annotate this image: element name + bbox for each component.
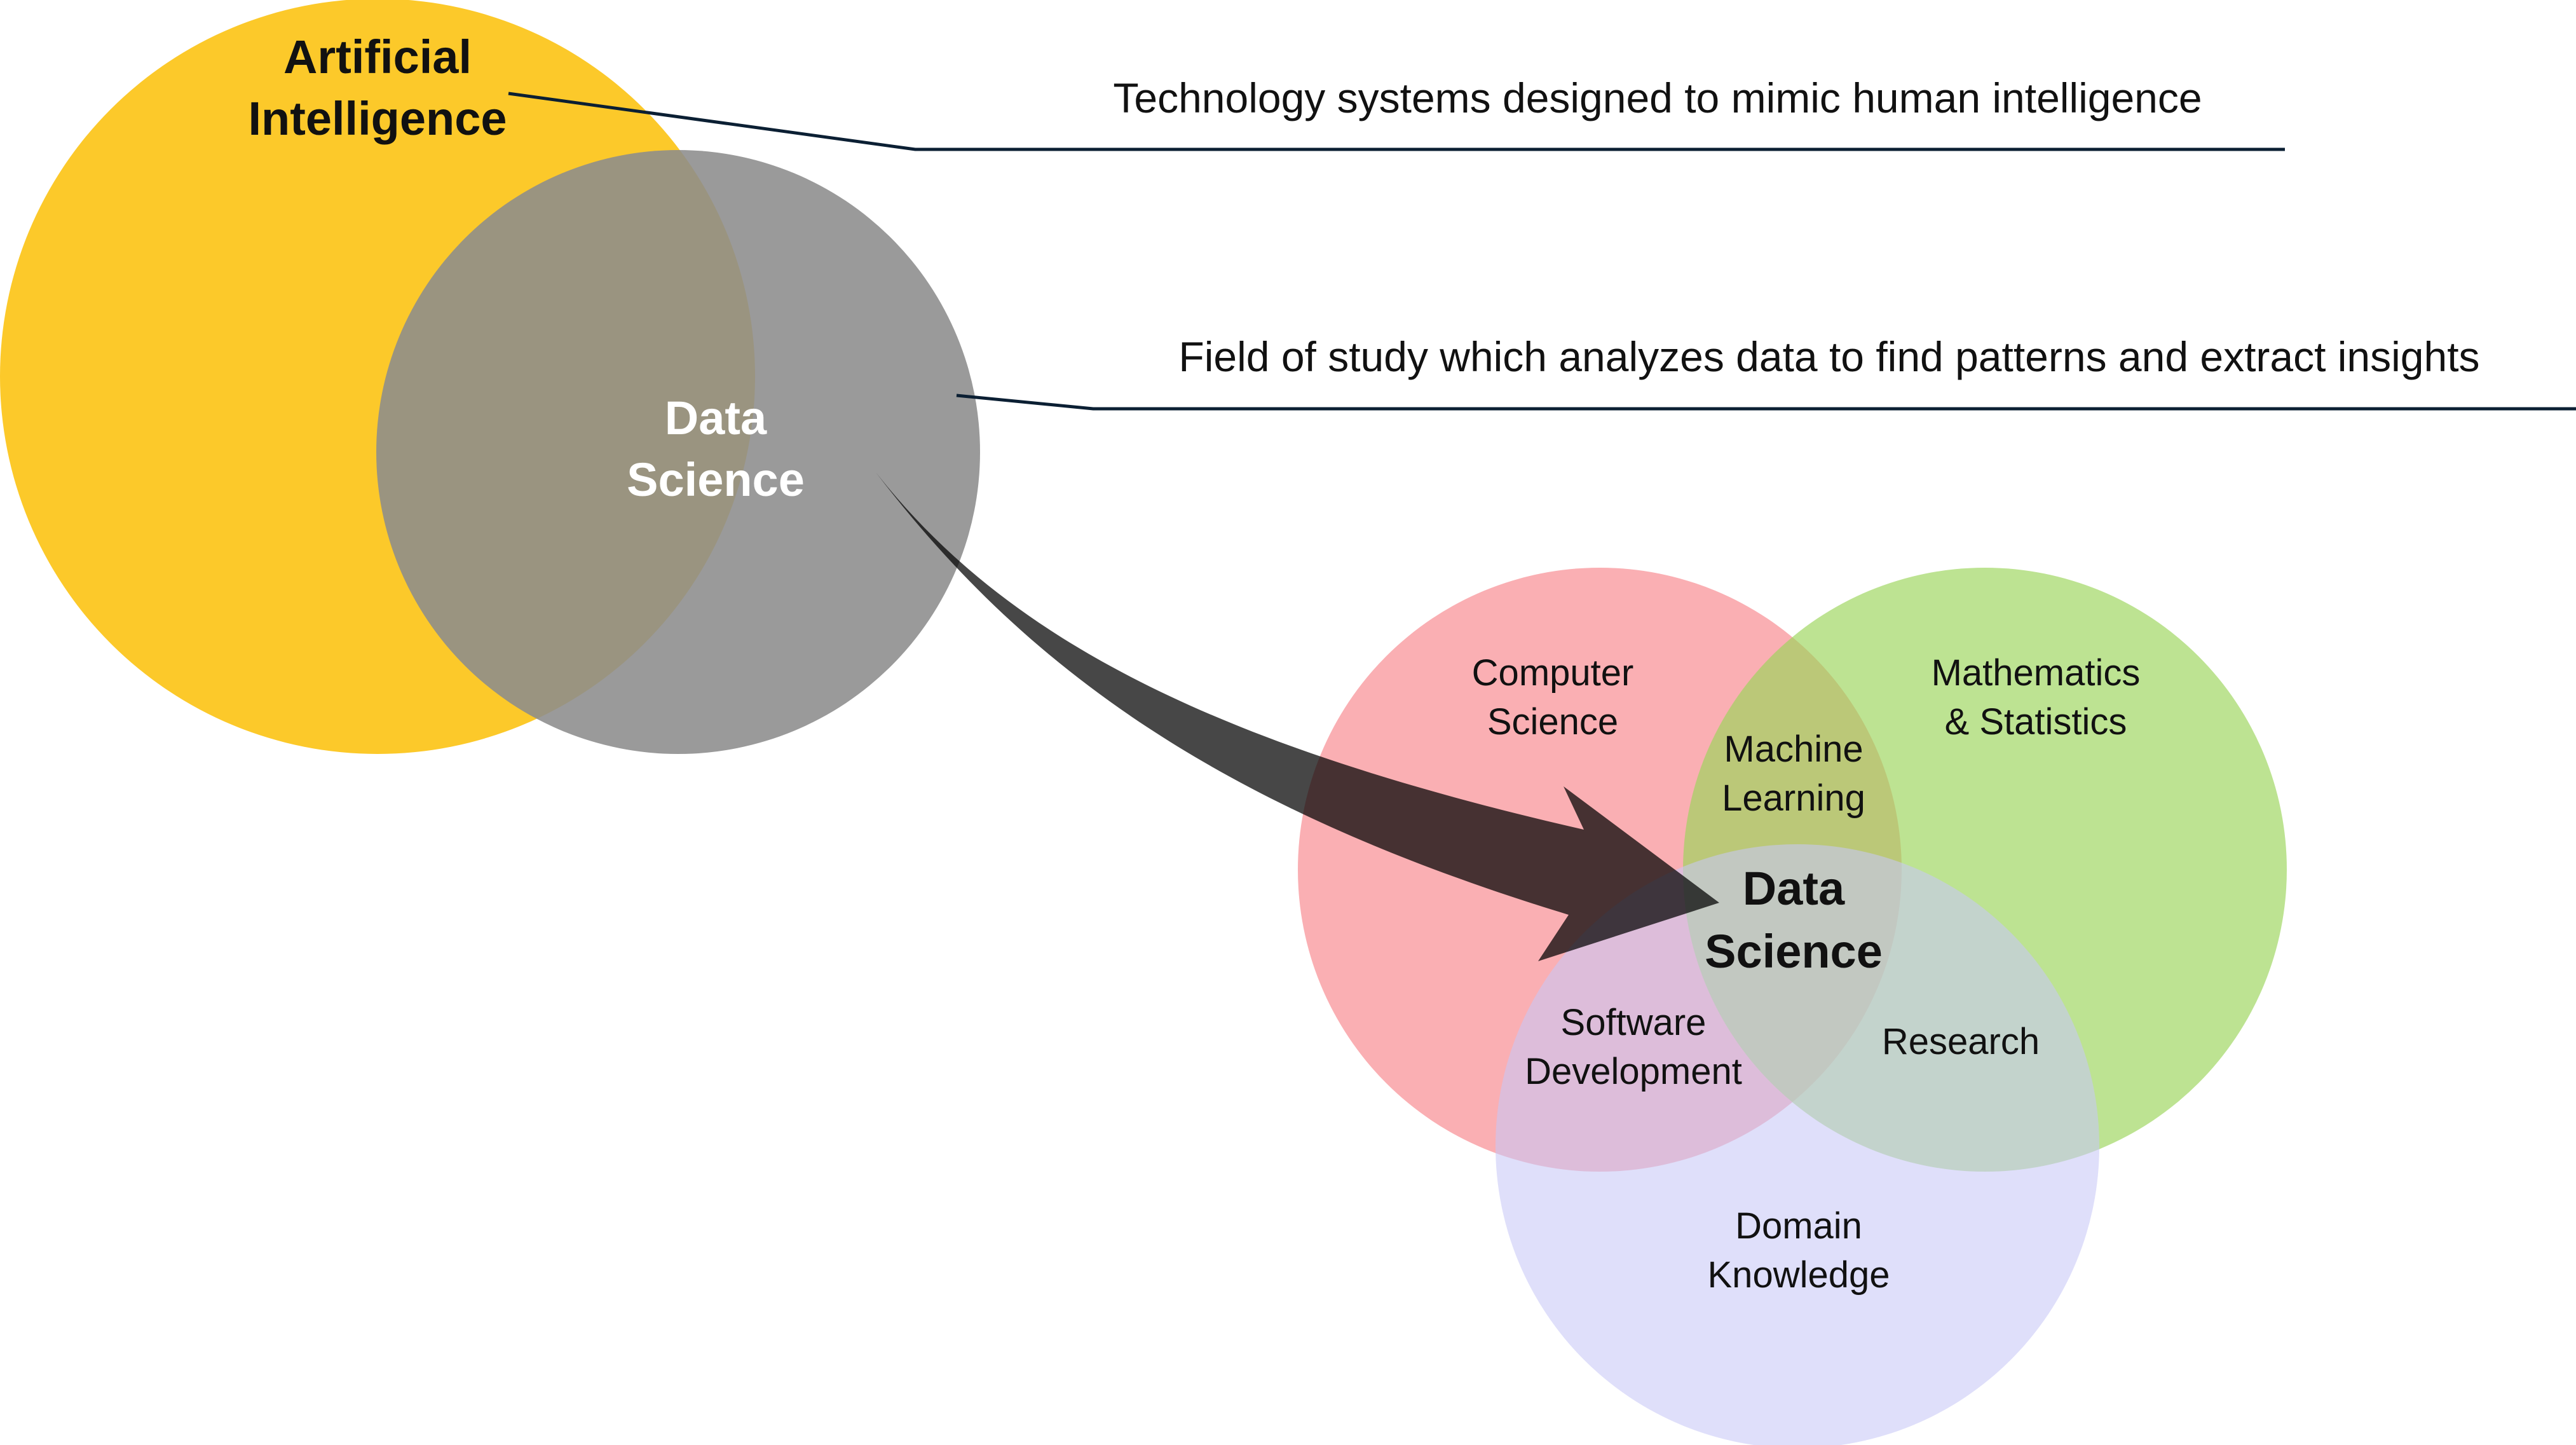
computer-science-label-line2: Science <box>1487 701 1618 743</box>
ai-label-line1: Artificial <box>283 31 472 83</box>
software-development-label-line1: Software <box>1561 1002 1707 1043</box>
data-science-circle <box>376 150 980 754</box>
center-data-science-line2: Science <box>1705 925 1883 978</box>
domain-knowledge-circle <box>1496 844 2099 1445</box>
ds-label-line2: Science <box>627 453 805 506</box>
machine-learning-label-line1: Machine <box>1724 729 1863 770</box>
ds-label-line1: Data <box>665 392 767 444</box>
center-data-science-line1: Data <box>1743 862 1845 915</box>
software-development-label-line2: Development <box>1525 1051 1742 1092</box>
ai-label-line2: Intelligence <box>248 92 507 145</box>
machine-learning-label-line2: Learning <box>1722 777 1865 819</box>
domain-knowledge-label-line1: Domain <box>1735 1205 1862 1247</box>
ds-leader-line <box>956 394 2576 411</box>
curved-arrow <box>876 472 1719 961</box>
research-label: Research <box>1882 1021 2040 1062</box>
ai-definition: Technology systems designed to mimic hum… <box>1113 74 2202 121</box>
ds-definition: Field of study which analyzes data to fi… <box>1178 333 2479 380</box>
domain-knowledge-label-line2: Knowledge <box>1708 1254 1890 1296</box>
ai-leader-line <box>508 92 2285 151</box>
computer-science-label-line1: Computer <box>1472 652 1634 694</box>
mathematics-label-line1: Mathematics <box>1932 652 2141 694</box>
mathematics-label-line2: & Statistics <box>1945 701 2127 743</box>
